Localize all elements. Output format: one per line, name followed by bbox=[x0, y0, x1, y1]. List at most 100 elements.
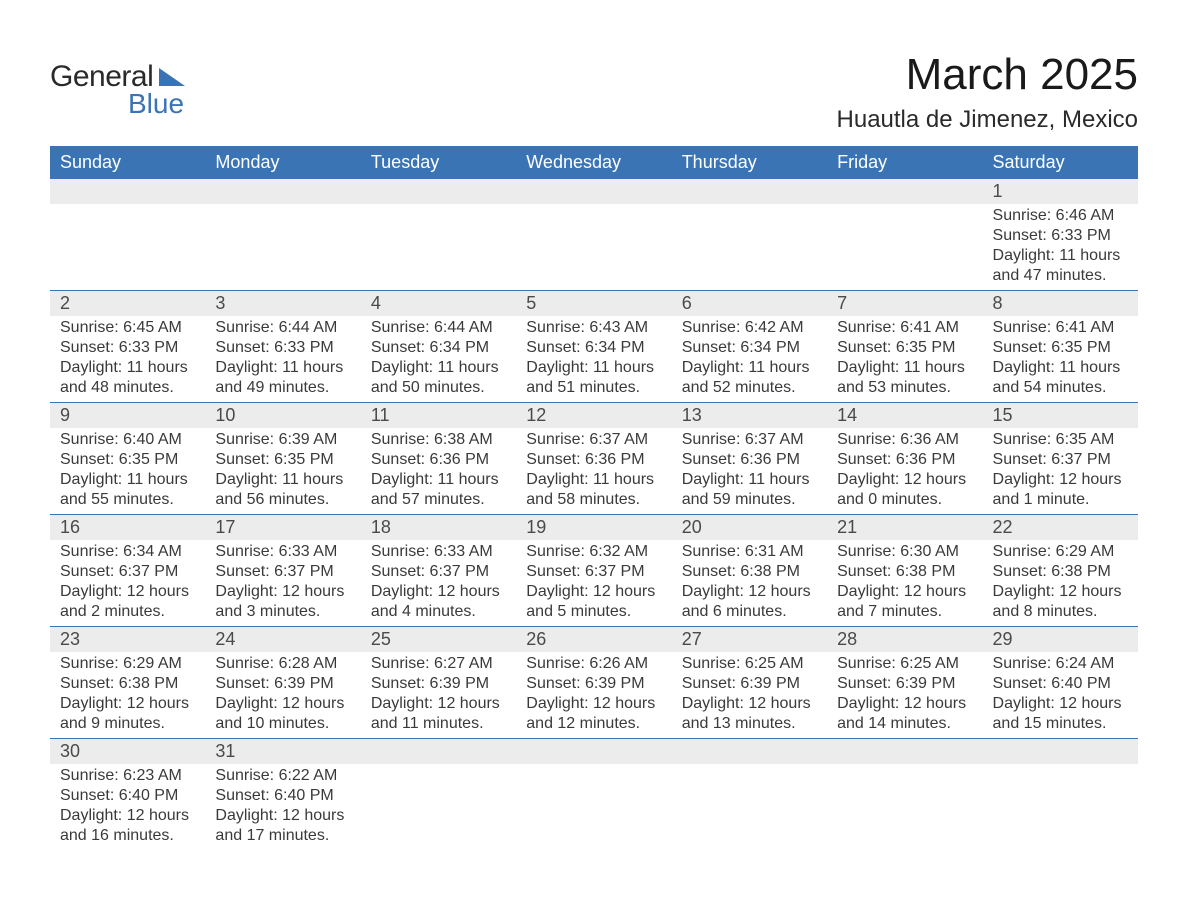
daylight-text-2: and 4 minutes. bbox=[371, 602, 506, 622]
day-header-row: Sunday Monday Tuesday Wednesday Thursday… bbox=[50, 146, 1138, 179]
day-cell: Sunrise: 6:25 AMSunset: 6:39 PMDaylight:… bbox=[672, 652, 827, 739]
day-cell: Sunrise: 6:40 AMSunset: 6:35 PMDaylight:… bbox=[50, 428, 205, 515]
day-number bbox=[205, 179, 360, 204]
sunset-text: Sunset: 6:37 PM bbox=[60, 562, 195, 582]
sunset-text: Sunset: 6:38 PM bbox=[993, 562, 1128, 582]
daylight-text-2: and 57 minutes. bbox=[371, 490, 506, 510]
daylight-text: Daylight: 12 hours bbox=[526, 582, 661, 602]
daylight-text: Daylight: 11 hours bbox=[60, 470, 195, 490]
day-number: 19 bbox=[516, 515, 671, 541]
daylight-text: Daylight: 11 hours bbox=[837, 358, 972, 378]
day-cell: Sunrise: 6:23 AMSunset: 6:40 PMDaylight:… bbox=[50, 764, 205, 850]
day-cell: Sunrise: 6:24 AMSunset: 6:40 PMDaylight:… bbox=[983, 652, 1138, 739]
day-number: 24 bbox=[205, 627, 360, 653]
day-cell: Sunrise: 6:26 AMSunset: 6:39 PMDaylight:… bbox=[516, 652, 671, 739]
daylight-text-2: and 53 minutes. bbox=[837, 378, 972, 398]
daylight-text: Daylight: 12 hours bbox=[682, 694, 817, 714]
day-data-row: Sunrise: 6:45 AMSunset: 6:33 PMDaylight:… bbox=[50, 316, 1138, 403]
daylight-text-2: and 48 minutes. bbox=[60, 378, 195, 398]
daylight-text: Daylight: 12 hours bbox=[60, 582, 195, 602]
day-number-row: 2345678 bbox=[50, 291, 1138, 317]
day-number: 16 bbox=[50, 515, 205, 541]
daylight-text-2: and 9 minutes. bbox=[60, 714, 195, 734]
day-cell: Sunrise: 6:39 AMSunset: 6:35 PMDaylight:… bbox=[205, 428, 360, 515]
sunrise-text: Sunrise: 6:43 AM bbox=[526, 318, 661, 338]
sunset-text: Sunset: 6:33 PM bbox=[215, 338, 350, 358]
day-cell: Sunrise: 6:38 AMSunset: 6:36 PMDaylight:… bbox=[361, 428, 516, 515]
daylight-text-2: and 52 minutes. bbox=[682, 378, 817, 398]
day-number: 26 bbox=[516, 627, 671, 653]
sunset-text: Sunset: 6:36 PM bbox=[837, 450, 972, 470]
daylight-text: Daylight: 11 hours bbox=[60, 358, 195, 378]
day-number bbox=[516, 179, 671, 204]
day-number bbox=[827, 179, 982, 204]
day-number: 14 bbox=[827, 403, 982, 429]
sunrise-text: Sunrise: 6:33 AM bbox=[371, 542, 506, 562]
day-data-row: Sunrise: 6:40 AMSunset: 6:35 PMDaylight:… bbox=[50, 428, 1138, 515]
day-number-row: 1 bbox=[50, 179, 1138, 204]
daylight-text: Daylight: 12 hours bbox=[993, 694, 1128, 714]
sunrise-text: Sunrise: 6:36 AM bbox=[837, 430, 972, 450]
sunset-text: Sunset: 6:39 PM bbox=[837, 674, 972, 694]
day-cell bbox=[516, 764, 671, 850]
daylight-text-2: and 14 minutes. bbox=[837, 714, 972, 734]
daylight-text-2: and 50 minutes. bbox=[371, 378, 506, 398]
day-cell: Sunrise: 6:42 AMSunset: 6:34 PMDaylight:… bbox=[672, 316, 827, 403]
day-cell: Sunrise: 6:25 AMSunset: 6:39 PMDaylight:… bbox=[827, 652, 982, 739]
day-number bbox=[361, 739, 516, 765]
sunrise-text: Sunrise: 6:23 AM bbox=[60, 766, 195, 786]
day-number: 18 bbox=[361, 515, 516, 541]
day-number: 28 bbox=[827, 627, 982, 653]
day-cell: Sunrise: 6:37 AMSunset: 6:36 PMDaylight:… bbox=[516, 428, 671, 515]
sunrise-text: Sunrise: 6:29 AM bbox=[993, 542, 1128, 562]
day-number: 22 bbox=[983, 515, 1138, 541]
sunset-text: Sunset: 6:36 PM bbox=[371, 450, 506, 470]
sunrise-text: Sunrise: 6:41 AM bbox=[837, 318, 972, 338]
sunrise-text: Sunrise: 6:46 AM bbox=[993, 206, 1128, 226]
day-number: 13 bbox=[672, 403, 827, 429]
daylight-text-2: and 16 minutes. bbox=[60, 826, 195, 846]
day-data-row: Sunrise: 6:46 AMSunset: 6:33 PMDaylight:… bbox=[50, 204, 1138, 291]
daylight-text: Daylight: 12 hours bbox=[371, 694, 506, 714]
day-number: 1 bbox=[983, 179, 1138, 204]
day-number: 25 bbox=[361, 627, 516, 653]
day-cell: Sunrise: 6:32 AMSunset: 6:37 PMDaylight:… bbox=[516, 540, 671, 627]
daylight-text-2: and 11 minutes. bbox=[371, 714, 506, 734]
day-number: 10 bbox=[205, 403, 360, 429]
sunset-text: Sunset: 6:40 PM bbox=[60, 786, 195, 806]
sunset-text: Sunset: 6:35 PM bbox=[837, 338, 972, 358]
day-number: 2 bbox=[50, 291, 205, 317]
daylight-text-2: and 8 minutes. bbox=[993, 602, 1128, 622]
sunrise-text: Sunrise: 6:37 AM bbox=[526, 430, 661, 450]
daylight-text-2: and 3 minutes. bbox=[215, 602, 350, 622]
page-header: General Blue March 2025 Huautla de Jimen… bbox=[50, 50, 1138, 134]
daylight-text: Daylight: 11 hours bbox=[682, 470, 817, 490]
sunrise-text: Sunrise: 6:26 AM bbox=[526, 654, 661, 674]
day-cell: Sunrise: 6:29 AMSunset: 6:38 PMDaylight:… bbox=[50, 652, 205, 739]
daylight-text-2: and 51 minutes. bbox=[526, 378, 661, 398]
sunset-text: Sunset: 6:35 PM bbox=[215, 450, 350, 470]
day-cell: Sunrise: 6:45 AMSunset: 6:33 PMDaylight:… bbox=[50, 316, 205, 403]
daylight-text: Daylight: 12 hours bbox=[993, 582, 1128, 602]
day-data-row: Sunrise: 6:29 AMSunset: 6:38 PMDaylight:… bbox=[50, 652, 1138, 739]
day-cell bbox=[983, 764, 1138, 850]
day-number: 7 bbox=[827, 291, 982, 317]
location-subtitle: Huautla de Jimenez, Mexico bbox=[837, 106, 1138, 134]
day-header: Wednesday bbox=[516, 146, 671, 179]
daylight-text: Daylight: 12 hours bbox=[526, 694, 661, 714]
daylight-text-2: and 2 minutes. bbox=[60, 602, 195, 622]
day-number: 31 bbox=[205, 739, 360, 765]
sunset-text: Sunset: 6:39 PM bbox=[682, 674, 817, 694]
sunset-text: Sunset: 6:37 PM bbox=[215, 562, 350, 582]
daylight-text: Daylight: 12 hours bbox=[993, 470, 1128, 490]
daylight-text-2: and 56 minutes. bbox=[215, 490, 350, 510]
sunset-text: Sunset: 6:38 PM bbox=[682, 562, 817, 582]
day-cell: Sunrise: 6:36 AMSunset: 6:36 PMDaylight:… bbox=[827, 428, 982, 515]
day-number: 12 bbox=[516, 403, 671, 429]
day-cell bbox=[361, 204, 516, 291]
day-number-row: 16171819202122 bbox=[50, 515, 1138, 541]
sunrise-text: Sunrise: 6:39 AM bbox=[215, 430, 350, 450]
daylight-text-2: and 12 minutes. bbox=[526, 714, 661, 734]
sunset-text: Sunset: 6:39 PM bbox=[371, 674, 506, 694]
day-cell bbox=[50, 204, 205, 291]
